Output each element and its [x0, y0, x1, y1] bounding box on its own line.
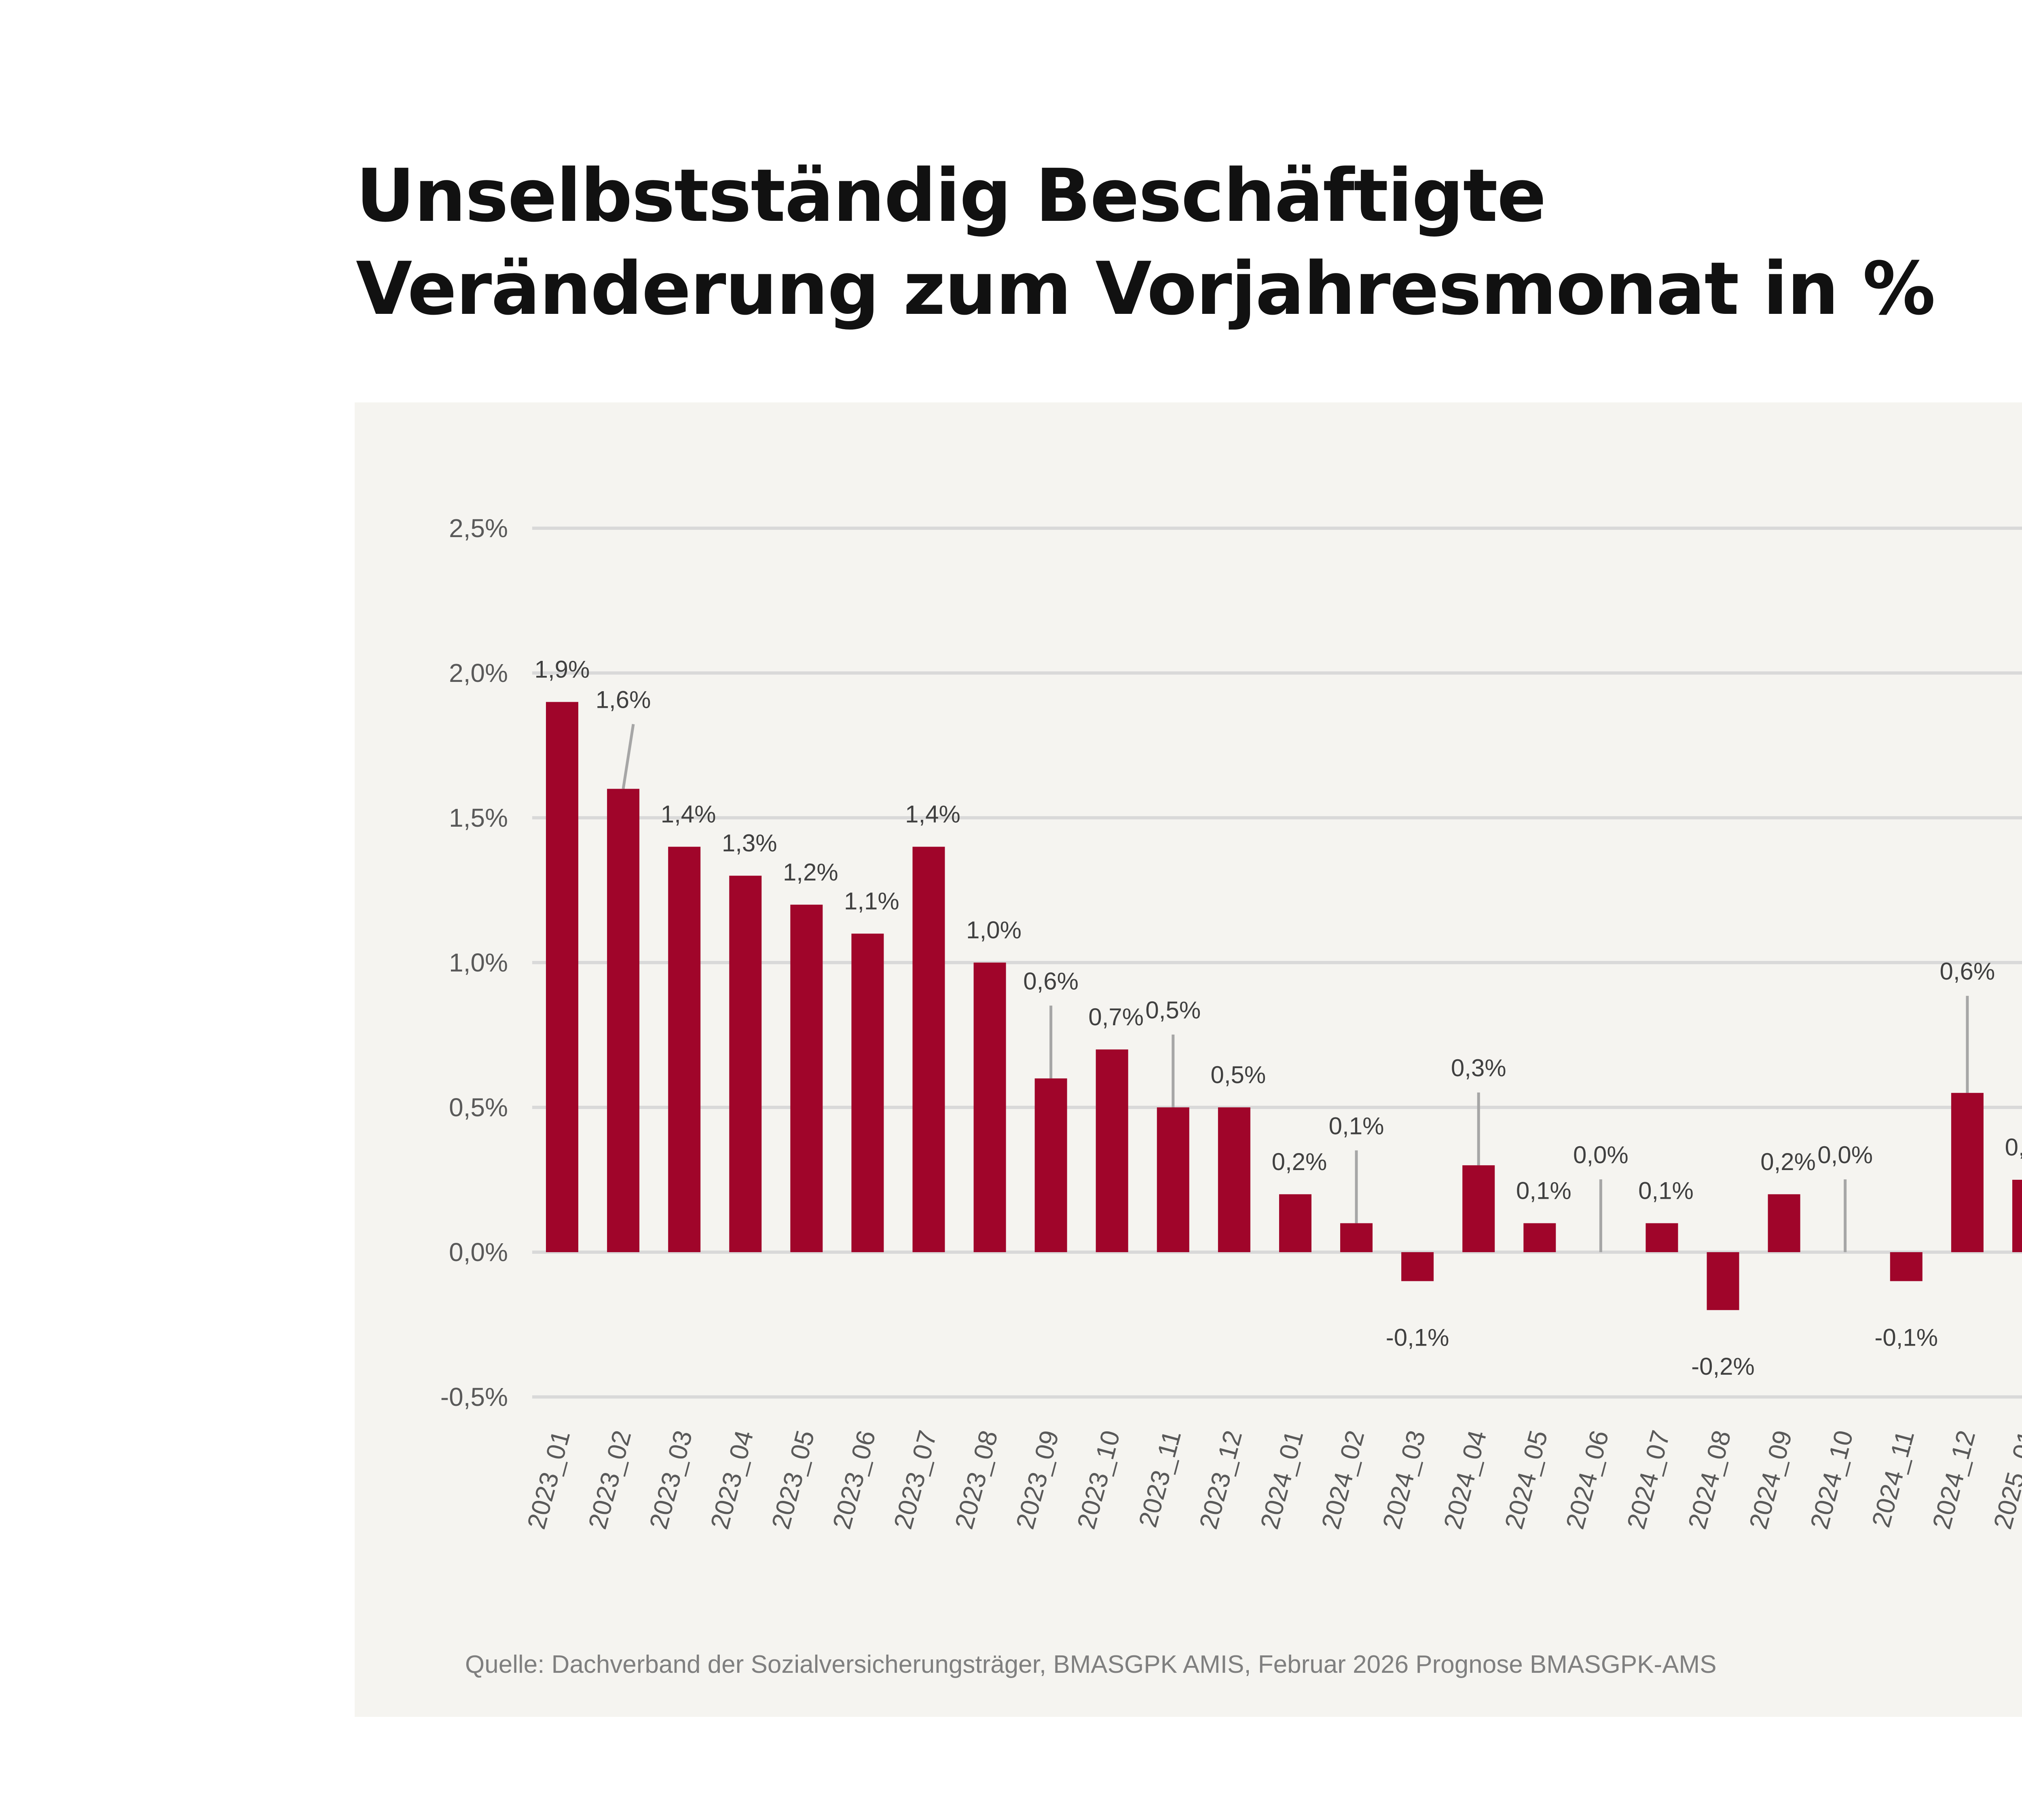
y-tick-label: 1,0% — [449, 948, 508, 977]
bar-2023_03 — [668, 847, 701, 1252]
x-tick-label: 2024_01 — [1254, 1427, 1309, 1532]
data-label: 0,1% — [1638, 1177, 1694, 1204]
y-tick-label: -0,5% — [440, 1382, 508, 1412]
data-label: -0,1% — [1874, 1324, 1938, 1351]
data-label: -0,1% — [1386, 1324, 1449, 1351]
bar-2024_09 — [1768, 1194, 1800, 1252]
data-label: 0,5% — [1211, 1061, 1266, 1088]
x-tick-label: 2023_07 — [888, 1427, 942, 1532]
bar-2024_07 — [1646, 1223, 1678, 1252]
data-label: 1,6% — [596, 686, 651, 713]
bar-2023_07 — [912, 847, 945, 1252]
chart-title: Unselbstständig Beschäftigte Veränderung… — [356, 150, 1935, 336]
data-label: 1,4% — [661, 801, 716, 828]
data-label: 0,6% — [1023, 967, 1079, 995]
x-tick-label: 2024_11 — [1866, 1427, 1920, 1530]
title-line-2: Veränderung zum Vorjahresmonat in % — [356, 247, 1935, 331]
bar-2023_08 — [973, 963, 1006, 1252]
data-label: 0,7% — [1088, 1003, 1144, 1031]
data-label: 0,0% — [1817, 1141, 1873, 1168]
x-tick-label: 2024_10 — [1804, 1427, 1859, 1532]
bar-2025_01 — [2012, 1180, 2022, 1252]
y-tick-label: 0,0% — [449, 1238, 508, 1267]
data-labels: 1,9%1,6%1,4%1,3%1,2%1,1%1,4%1,0%0,6%0,7%… — [535, 656, 2022, 1380]
data-label: 1,2% — [783, 859, 838, 886]
bar-2023_01 — [546, 702, 578, 1252]
data-label: 1,3% — [722, 830, 777, 857]
x-tick-label: 2024_06 — [1560, 1427, 1614, 1532]
x-tick-label: 2023_09 — [1010, 1427, 1064, 1532]
x-tick-label: 2025_01 — [1988, 1427, 2022, 1532]
x-tick-label: 2023_03 — [644, 1427, 698, 1532]
x-tick-label: 2023_06 — [827, 1427, 881, 1532]
y-tick-label: 2,5% — [449, 514, 508, 543]
data-label: 0,2% — [1272, 1148, 1327, 1175]
bar-2024_02 — [1340, 1223, 1373, 1252]
data-label: 0,2% — [1760, 1148, 1816, 1175]
label-leader-lines — [622, 724, 1969, 1252]
data-label: 0,5% — [1145, 997, 1201, 1024]
bars — [546, 702, 2022, 1310]
bar-2024_03 — [1401, 1252, 1434, 1281]
data-label: 1,9% — [535, 656, 590, 683]
bar-2023_05 — [790, 904, 823, 1252]
leader-line — [622, 724, 635, 789]
x-tick-label: 2023_10 — [1071, 1427, 1125, 1532]
data-label: 1,1% — [844, 887, 899, 914]
data-label: 0,0% — [1573, 1141, 1629, 1168]
title-line-1: Unselbstständig Beschäftigte — [356, 154, 1546, 238]
x-tick-label: 2023_01 — [521, 1427, 575, 1532]
data-label: 0,1% — [1329, 1112, 1384, 1139]
source-note: Quelle: Dachverband der Sozialversicheru… — [465, 1651, 1717, 1678]
data-label: 1,4% — [905, 801, 960, 828]
data-label: 0,1% — [1516, 1177, 1571, 1204]
y-tick-label: 1,5% — [449, 803, 508, 832]
data-label: 0,3% — [1451, 1054, 1506, 1081]
bar-2024_05 — [1523, 1223, 1556, 1252]
x-tick-label: 2023_04 — [705, 1427, 759, 1532]
x-tick-label: 2023_05 — [766, 1427, 820, 1532]
data-label: 0,6% — [1940, 958, 1995, 985]
x-tick-label: 2024_03 — [1377, 1427, 1431, 1532]
x-axis-ticks: 2023_01 2023_02 2023_03 2023_04 2023_05 2023_… — [521, 1427, 2022, 1532]
x-tick-label: 2024_05 — [1499, 1427, 1553, 1532]
bar-2023_12 — [1218, 1107, 1250, 1252]
bar-2023_10 — [1096, 1049, 1128, 1252]
data-label: 1,0% — [966, 916, 1022, 944]
y-tick-label: 2,0% — [449, 658, 508, 688]
bar-2023_09 — [1034, 1078, 1067, 1252]
x-tick-label: 2024_12 — [1927, 1427, 1981, 1532]
x-tick-label: 2023_08 — [949, 1427, 1003, 1532]
bar-2023_06 — [851, 933, 884, 1252]
x-tick-label: 2024_04 — [1438, 1427, 1492, 1532]
data-label: 0,2% — [2005, 1134, 2022, 1161]
x-tick-label: 2024_02 — [1316, 1427, 1370, 1532]
bar-2024_01 — [1279, 1194, 1311, 1252]
x-tick-label: 2023_11 — [1133, 1427, 1187, 1530]
y-axis-ticks: -0,5% 0,0% 0,5% 1,0% 1,5% 2,0% 2,5% — [440, 514, 508, 1412]
x-tick-label: 2023_02 — [583, 1427, 637, 1532]
bar-2024_12 — [1951, 1093, 1984, 1252]
bar-2023_04 — [729, 876, 762, 1252]
bar-2023_02 — [607, 789, 640, 1252]
bar-2023_11 — [1157, 1107, 1189, 1252]
x-tick-label: 2024_07 — [1621, 1427, 1675, 1532]
x-tick-label: 2024_09 — [1743, 1427, 1798, 1532]
bar-2024_11 — [1890, 1252, 1923, 1281]
bar-2024_04 — [1462, 1165, 1495, 1252]
data-label: -0,2% — [1691, 1353, 1755, 1380]
x-tick-label: 2023_12 — [1193, 1427, 1248, 1532]
bar-2024_08 — [1707, 1252, 1739, 1310]
y-tick-label: 0,5% — [449, 1093, 508, 1122]
x-tick-label: 2024_08 — [1682, 1427, 1736, 1532]
